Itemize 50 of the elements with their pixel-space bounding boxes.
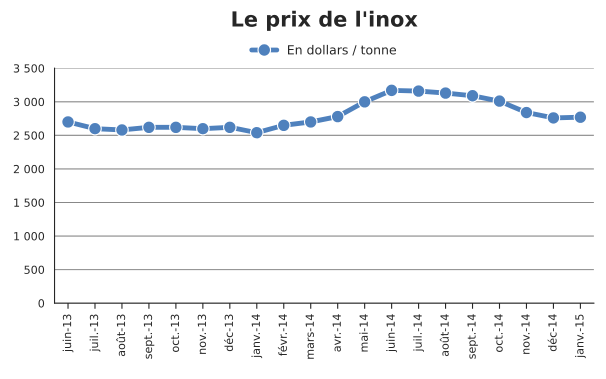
point [223,120,237,134]
point [250,126,264,140]
point [115,123,129,137]
y-tick-label: 500 [24,266,44,274]
y-tick-label: 1 000 [14,232,44,240]
point [61,115,75,129]
y-tick-label: 1 500 [14,198,44,207]
point [492,94,506,108]
point [574,110,588,124]
point [142,120,156,134]
x-tick-label: déc-14 [548,314,557,352]
legend-label: En dollars / tonne [288,44,396,56]
point [546,111,560,125]
x-tick-label: févr.-14 [278,314,287,356]
point [384,84,398,98]
x-tick-label: juin-14 [386,314,398,352]
x-tick-label: juil.-14 [413,314,424,352]
point [196,122,210,136]
point [438,86,452,100]
x-tick-label: oct.-13 [170,314,180,352]
x-tick-label: nov.-13 [198,314,206,354]
x-tick-label: août-14 [440,314,449,356]
point [412,84,426,98]
x-tick-label: janv.-15 [575,314,586,358]
x-tick-label: avr.-14 [332,314,341,352]
x-tick-label: sept.-13 [144,314,154,359]
y-tick-label: 3 500 [14,64,44,73]
point [466,88,480,103]
x-tick-label: déc-13 [224,314,234,352]
y-tick-label: 2 000 [14,164,44,174]
x-tick-label: août-13 [116,314,126,356]
point [358,94,372,109]
x-tick-label: nov.-14 [521,314,530,354]
x-tick-label: janv.-14 [251,314,262,358]
point [520,106,534,120]
point [88,122,102,136]
x-tick-label: mars-14 [306,314,314,359]
x-tick-label: sept.-14 [467,314,478,359]
x-tick-label: mai-14 [359,314,368,352]
x-tick-label: juil.-13 [90,314,100,352]
y-tick-label: 2 500 [14,131,44,140]
chart-title: Le prix de l'inox [232,10,418,31]
y-tick-label: 3 000 [14,98,44,106]
x-tick-label: oct.-14 [494,314,503,352]
x-tick-label: juin-13 [62,314,74,352]
point [276,118,291,132]
point [330,110,344,124]
point [169,120,183,134]
y-tick-label: 0 [38,299,44,308]
point [304,115,318,129]
